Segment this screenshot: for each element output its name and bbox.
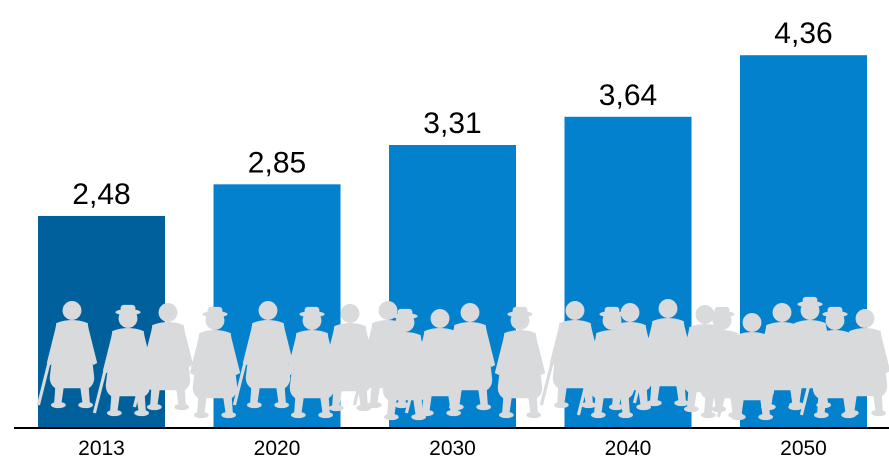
value-label-2030: 3,31 [423, 107, 481, 140]
value-label-2050: 4,36 [774, 17, 832, 50]
person-silhouette-icon [324, 304, 376, 412]
x-tick-label-2050: 2050 [780, 437, 827, 460]
x-tick-labels-layer: 2013 2020 2030 2040 2050 [78, 437, 827, 460]
value-label-2020: 2,85 [248, 146, 306, 179]
person-silhouette-icon [379, 308, 431, 421]
x-tick-label-2013: 2013 [78, 437, 125, 460]
person-silhouette-icon [604, 303, 656, 411]
x-tick-label-2030: 2030 [429, 437, 476, 460]
x-tick-label-2040: 2040 [605, 437, 652, 460]
x-tick-label-2020: 2020 [254, 437, 301, 460]
person-silhouette-icon [494, 306, 546, 419]
value-labels-layer: 2,48 2,85 3,31 3,64 4,36 [72, 17, 832, 211]
value-label-2013: 2,48 [72, 178, 130, 211]
elderly-people-silhouettes-icon [36, 296, 889, 421]
person-silhouette-icon [189, 306, 241, 419]
value-label-2040: 3,64 [599, 79, 657, 112]
person-silhouette-icon [444, 303, 496, 411]
person-silhouette-icon [232, 301, 294, 409]
person-silhouette-icon [132, 303, 194, 411]
person-silhouette-icon [36, 301, 98, 409]
person-silhouette-icon [839, 309, 889, 417]
